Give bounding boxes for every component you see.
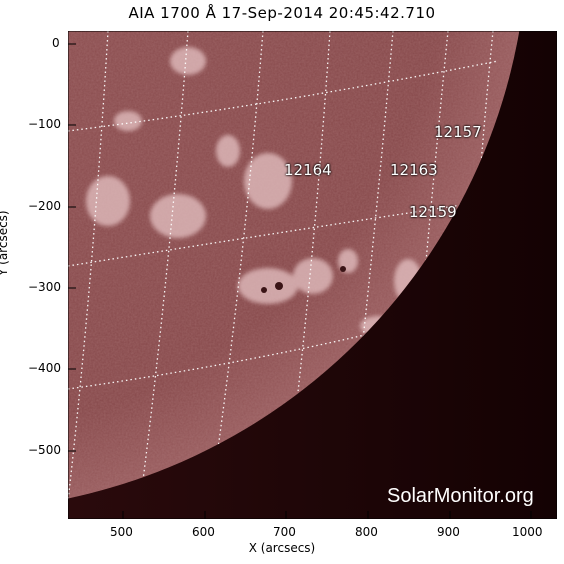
- y-axis-label: Y (arcsecs): [0, 210, 10, 276]
- x-axis-label: X (arcsecs): [248, 541, 316, 555]
- y-tick-label: 0: [52, 36, 60, 50]
- x-tick-label: 500: [110, 525, 133, 539]
- y-tick-label: −300: [28, 280, 61, 294]
- watermark: SolarMonitor.org: [387, 485, 534, 507]
- y-tick-label: −400: [28, 361, 61, 375]
- y-tick-label: −200: [28, 199, 61, 213]
- y-tick-label: −100: [28, 117, 61, 131]
- dark-spots: [261, 266, 346, 293]
- axis-ticks: [68, 43, 532, 519]
- active-region-label: 12159: [409, 203, 457, 221]
- active-region-label: 12164: [284, 161, 332, 179]
- y-tick-label: −500: [28, 443, 61, 457]
- bright-plage: [86, 47, 422, 336]
- x-tick-label: 800: [355, 525, 378, 539]
- x-tick-label: 900: [437, 525, 460, 539]
- active-region-label: 12163: [390, 161, 438, 179]
- x-tick-label: 700: [273, 525, 296, 539]
- plot-title: AIA 1700 Å 17-Sep-2014 20:45:42.710: [128, 4, 436, 22]
- x-tick-label: 600: [192, 525, 215, 539]
- x-tick-label: 1000: [512, 525, 543, 539]
- solar-image: 12157 12164 12163 12159 SolarMonitor.org: [68, 31, 557, 519]
- active-region-label: 12157: [434, 123, 482, 141]
